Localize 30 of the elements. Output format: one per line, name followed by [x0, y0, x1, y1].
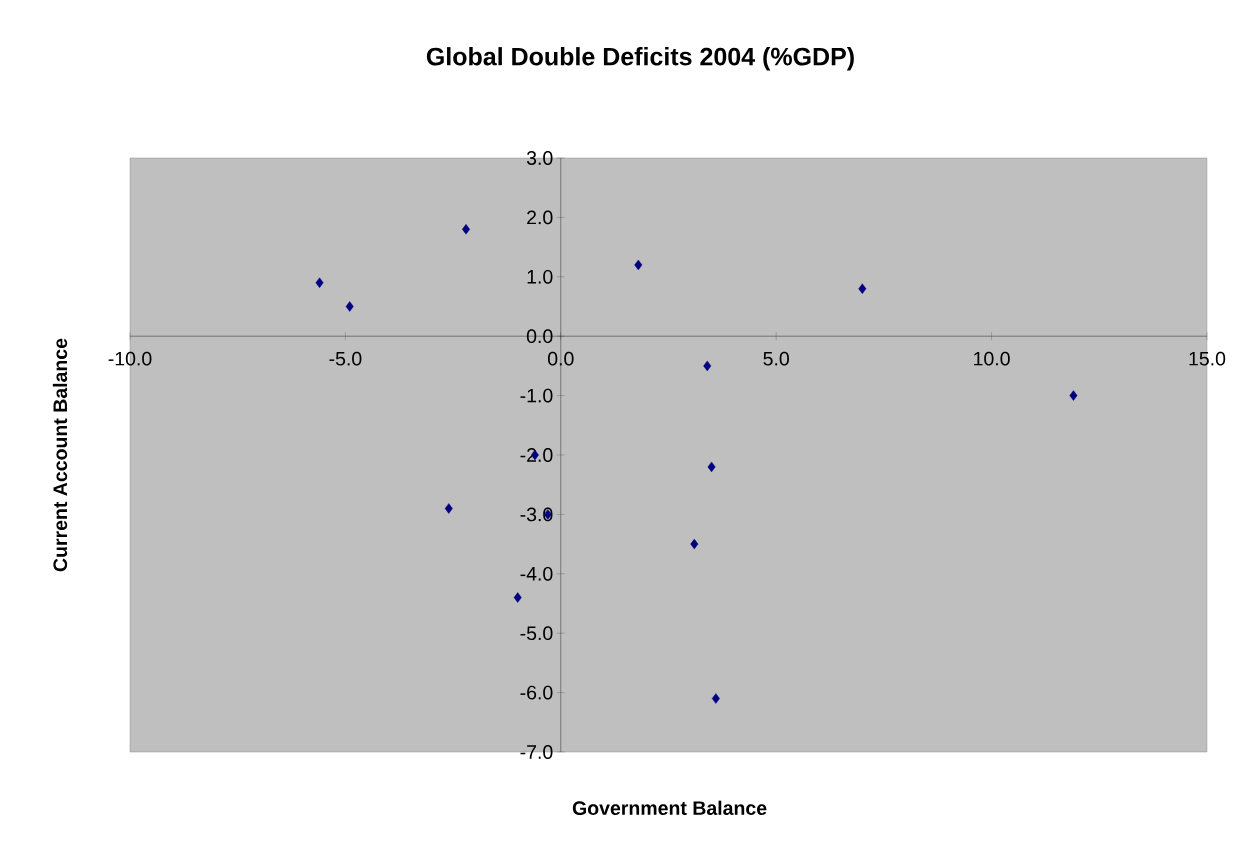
y-tick-label: -5.0	[520, 626, 553, 641]
point	[703, 360, 712, 372]
point	[1069, 390, 1078, 401]
x-tick-label: 5.0	[763, 351, 789, 366]
y-tick-label: 2.0	[527, 210, 553, 225]
point	[513, 592, 522, 603]
point	[462, 224, 470, 235]
y-tick-label: 0.0	[526, 329, 553, 344]
x-tick-label: -10.0	[108, 351, 152, 366]
x-tick-label: -5.0	[329, 351, 362, 366]
y-tick-label: -1.0	[520, 388, 553, 403]
point	[634, 259, 643, 271]
point	[858, 283, 867, 294]
y-tick-label: 1.0	[527, 269, 553, 284]
point	[315, 277, 324, 288]
x-axis-title: Government Balance	[572, 800, 767, 815]
x-tick-label: 15.0	[1189, 351, 1226, 366]
point	[690, 538, 699, 550]
chart-title: Global Double Deficits 2004 (%GDP)	[426, 47, 854, 71]
x-tick-label: 0.0	[548, 351, 574, 366]
y-axis-title: Current Account Balance	[52, 338, 68, 572]
point	[444, 503, 453, 514]
y-tick-label: -4.0	[520, 566, 553, 581]
point	[707, 461, 716, 473]
x-tick-label: 10.0	[974, 351, 1010, 366]
y-tick-label: 3.0	[526, 151, 553, 165]
point	[711, 693, 720, 704]
y-tick-label: -6.0	[520, 685, 553, 700]
point	[345, 301, 354, 312]
y-tick-label: -7.0	[520, 745, 553, 759]
